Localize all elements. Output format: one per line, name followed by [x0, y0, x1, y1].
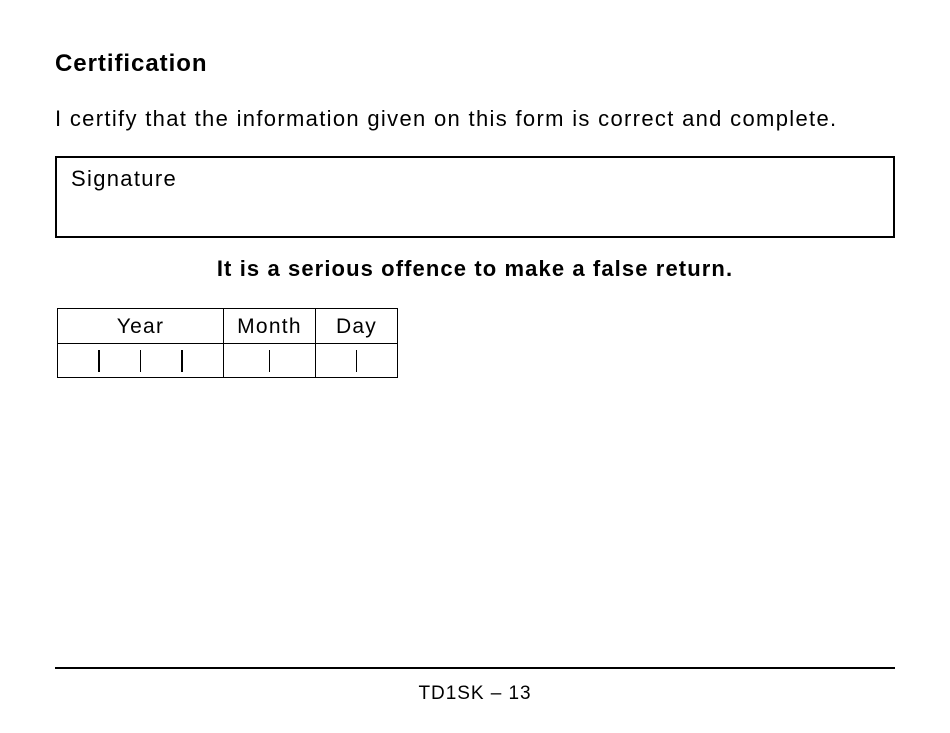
form-content: Certification I certify that the informa… — [0, 0, 950, 378]
form-id: TD1SK – 13 — [55, 683, 895, 705]
section-heading: Certification — [55, 50, 895, 78]
footer-divider — [55, 667, 895, 669]
day-header: Day — [316, 309, 398, 344]
year-header: Year — [58, 309, 224, 344]
page-footer: TD1SK – 13 — [55, 667, 895, 705]
certification-statement: I certify that the information given on … — [55, 106, 895, 132]
month-header: Month — [224, 309, 316, 344]
signature-field[interactable]: Signature — [55, 156, 895, 238]
month-input[interactable] — [224, 344, 316, 378]
date-entry-table: Year Month Day — [57, 308, 398, 378]
year-input[interactable] — [58, 344, 224, 378]
day-input[interactable] — [316, 344, 398, 378]
false-return-warning: It is a serious offence to make a false … — [55, 256, 895, 282]
signature-label: Signature — [71, 166, 177, 191]
